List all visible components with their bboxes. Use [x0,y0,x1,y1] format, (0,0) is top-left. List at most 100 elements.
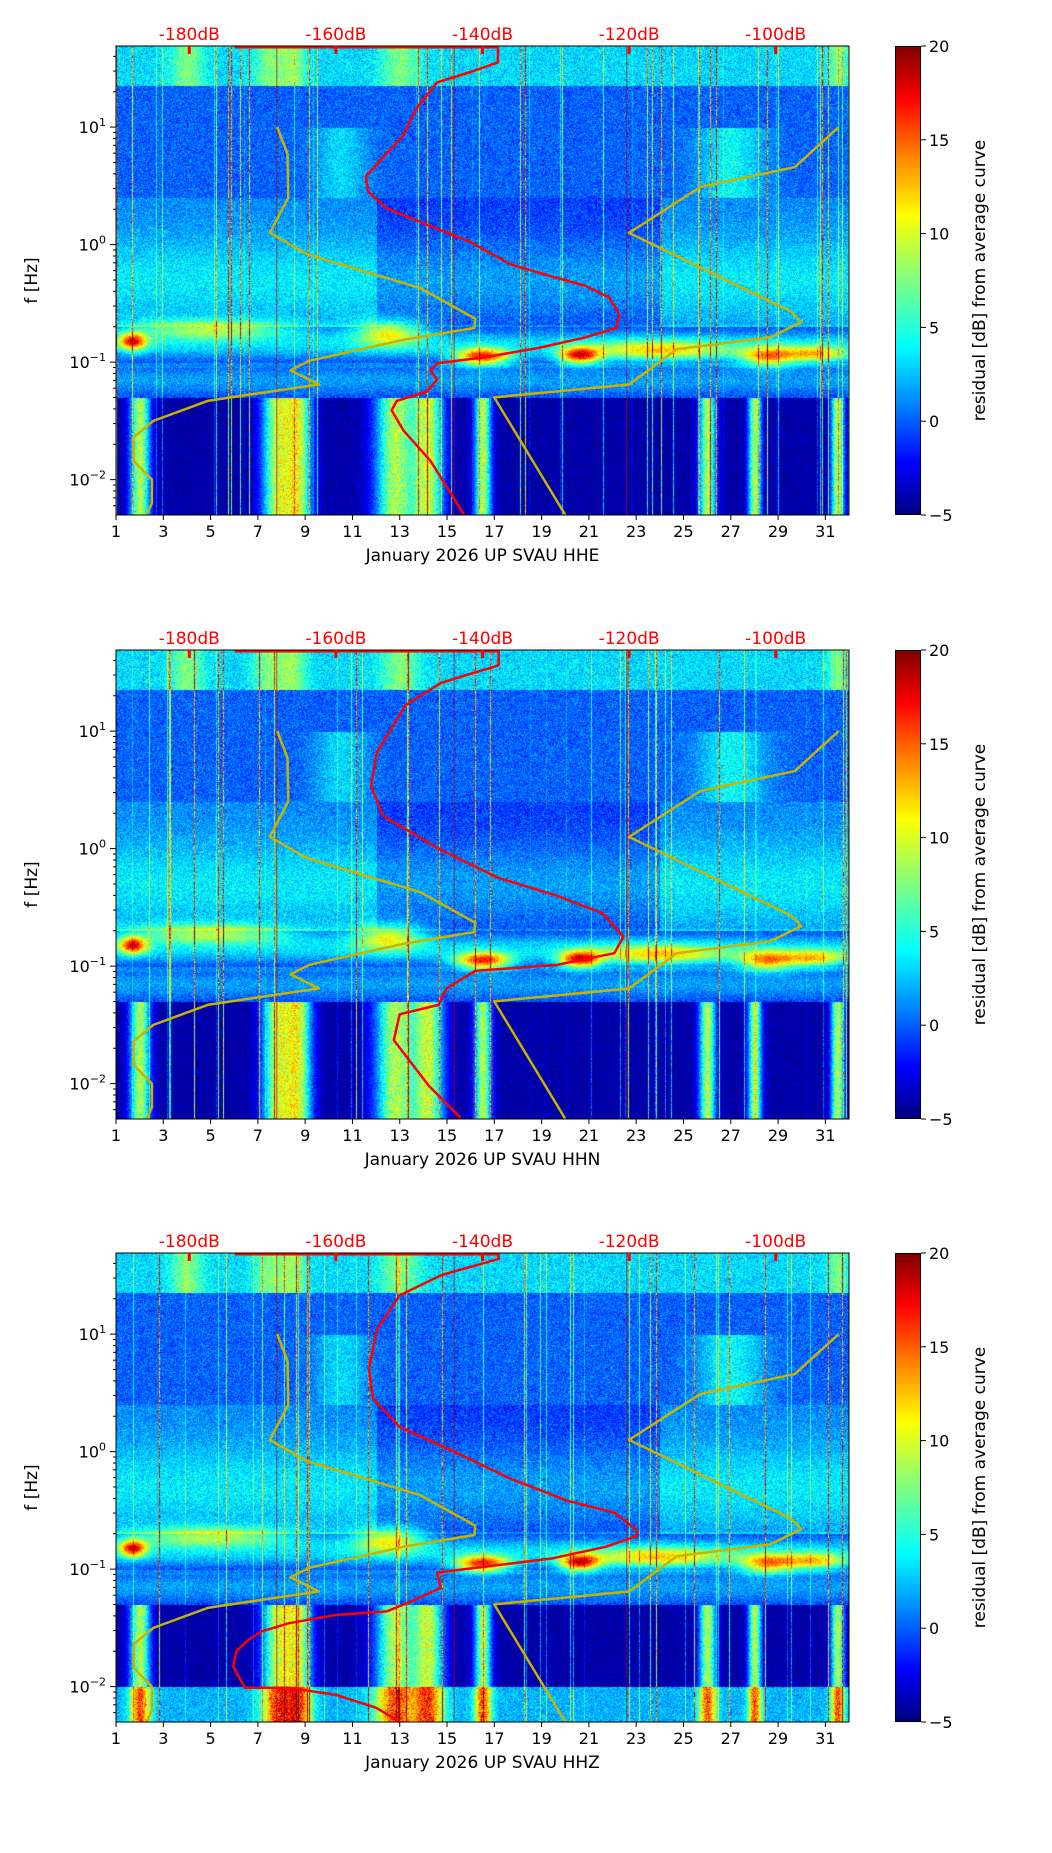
x-tick-label: 1 [111,1126,121,1145]
colorbar-tick-label: 15 [929,735,949,754]
x-tick-label: 21 [579,1126,599,1145]
db-tick-label: -180dB [159,1232,220,1252]
db-tick-label: -160dB [305,25,366,45]
x-tick-label: 19 [531,522,551,541]
db-tick-label: -140dB [452,1232,513,1252]
x-tick-label: 11 [342,1126,362,1145]
y-axis-label: f [Hz] [22,257,42,303]
x-tick-label: 9 [300,1729,310,1748]
high-noise-model-line [492,1333,840,1723]
x-tick-label: 23 [626,1729,646,1748]
x-tick-label: 3 [158,1126,168,1145]
x-tick-label: 31 [815,522,835,541]
db-tick-label: -100dB [745,629,806,649]
x-tick-label: 9 [300,1126,310,1145]
colorbar-tick-label: 5 [929,1525,939,1544]
db-tick-label: -160dB [305,629,366,649]
x-tick-label: 5 [205,1126,215,1145]
average-psd-line [232,1252,639,1723]
x-tick-label: 13 [390,1126,410,1145]
colorbar-tick-label: −5 [929,1713,953,1732]
x-tick-label: 13 [390,522,410,541]
db-tick-label: -100dB [745,25,806,45]
colorbar-tick-label: 20 [929,37,949,56]
y-tick-label: 10−2 [69,1073,106,1094]
db-tick-label: -120dB [599,1232,660,1252]
x-axis-label: January 2026 UP SVAU HHE [365,546,600,566]
x-tick-label: 21 [579,1729,599,1748]
colorbar-label: residual [dB] from average curve [970,744,990,1025]
x-tick-label: 29 [768,1126,788,1145]
colorbar-tick-label: 5 [929,318,939,337]
x-tick-label: 17 [484,1126,504,1145]
db-tick-label: -180dB [159,629,220,649]
y-tick-label: 100 [79,838,106,859]
x-tick-label: 25 [673,1126,693,1145]
y-tick-label: 100 [79,234,106,255]
y-tick-label: 101 [79,720,106,741]
x-tick-label: 3 [158,522,168,541]
colorbar-tick-label: 0 [929,1016,939,1035]
x-tick-label: 27 [721,1729,741,1748]
y-axis-label: f [Hz] [22,861,42,907]
y-tick-label: 101 [79,116,106,137]
db-tick-label: -120dB [599,629,660,649]
colorbar [895,650,921,1119]
y-tick-label: 10−1 [69,351,106,372]
colorbar-tick-label: 10 [929,829,949,848]
plot-frame [115,45,850,516]
x-tick-label: 11 [342,1729,362,1748]
colorbar-tick-label: 20 [929,1244,949,1263]
low-noise-model-line [132,730,477,1120]
low-noise-model-line [132,126,477,516]
x-tick-label: 11 [342,522,362,541]
y-tick-label: 10−1 [69,955,106,976]
x-axis-label: January 2026 UP SVAU HHN [364,1150,601,1170]
x-tick-label: 15 [437,1729,457,1748]
x-tick-label: 1 [111,522,121,541]
x-axis-label: January 2026 UP SVAU HHZ [364,1753,600,1773]
db-tick-label: -140dB [452,25,513,45]
x-tick-label: 29 [768,1729,788,1748]
high-noise-model-line [492,730,840,1120]
x-tick-label: 31 [815,1729,835,1748]
db-tick-label: -120dB [599,25,660,45]
colorbar-tick-label: 0 [929,1619,939,1638]
x-tick-label: 7 [253,1729,263,1748]
colorbar-tick-label: 10 [929,225,949,244]
x-tick-label: 15 [437,522,457,541]
colorbar-tick-label: 5 [929,922,939,941]
x-tick-label: 23 [626,1126,646,1145]
colorbar [895,1253,921,1722]
x-tick-label: 9 [300,522,310,541]
x-tick-label: 17 [484,522,504,541]
x-tick-label: 25 [673,522,693,541]
x-tick-label: 13 [390,1729,410,1748]
panel-hhe: 1 3 5 7 9 11 13 15 17 19 21 23 25 27 29 31 January 2026 … [0,25,1052,646]
x-tick-label: 25 [673,1729,693,1748]
x-tick-label: 5 [205,1729,215,1748]
db-tick-label: -180dB [159,25,220,45]
x-tick-label: 27 [721,1126,741,1145]
x-tick-label: 17 [484,1729,504,1748]
y-tick-label: 10−1 [69,1558,106,1579]
panel-hhz: 1 3 5 7 9 11 13 15 17 19 21 23 25 27 29 31 January 2026 … [0,1232,1052,1853]
colorbar-tick-label: 10 [929,1432,949,1451]
colorbar-label: residual [dB] from average curve [970,140,990,421]
x-tick-label: 23 [626,522,646,541]
average-psd-line [234,45,621,516]
y-tick-label: 100 [79,1441,106,1462]
x-tick-label: 27 [721,522,741,541]
x-tick-label: 1 [111,1729,121,1748]
x-tick-label: 29 [768,522,788,541]
x-tick-label: 31 [815,1126,835,1145]
plot-frame [115,1252,850,1723]
colorbar-tick-label: −5 [929,506,953,525]
x-tick-label: 3 [158,1729,168,1748]
y-axis-label: f [Hz] [22,1464,42,1510]
colorbar-label: residual [dB] from average curve [970,1347,990,1628]
plot-frame [115,649,850,1120]
x-tick-label: 19 [531,1126,551,1145]
x-tick-label: 21 [579,522,599,541]
